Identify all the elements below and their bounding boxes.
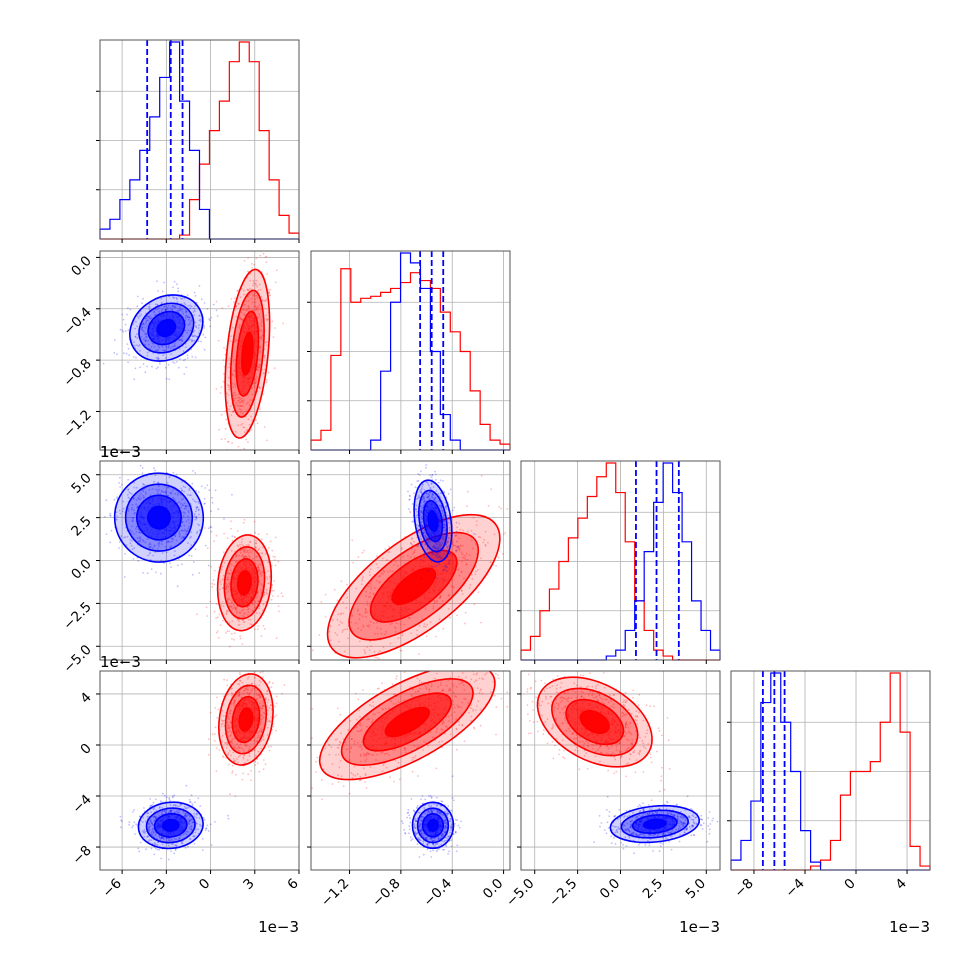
x-tick-label: −2.5 xyxy=(546,876,580,910)
histogram-panel xyxy=(727,671,931,871)
y-tick-label: 0.0 xyxy=(68,253,95,280)
panel-frame xyxy=(310,670,511,871)
y-tick-label: −2.5 xyxy=(60,599,94,633)
scatter-panel xyxy=(100,671,299,870)
scatter-panel xyxy=(521,671,720,870)
x-tick-label: 0 xyxy=(841,876,858,893)
histogram-panel xyxy=(96,40,300,240)
x-tick-label: −6 xyxy=(100,876,125,901)
scatter-panel xyxy=(311,461,510,660)
x-tick-label: −0.8 xyxy=(369,876,403,910)
x-tick-label: −8 xyxy=(731,876,756,901)
x-tick-label: −4 xyxy=(782,876,807,901)
y-multiplier-label: 1e−3 xyxy=(100,653,141,671)
panel-frame xyxy=(99,39,300,240)
x-tick-label: 0 xyxy=(196,876,213,893)
red-density-contour xyxy=(391,567,437,605)
scatter-panel xyxy=(311,671,510,870)
panel-frame xyxy=(99,670,300,871)
blue-density-contour xyxy=(161,818,180,832)
red-density-contour xyxy=(241,331,254,376)
y-tick-label: −5.0 xyxy=(60,642,94,676)
blue-density-contour xyxy=(147,505,171,530)
histogram-red xyxy=(310,268,511,450)
x-tick-label: 0.0 xyxy=(597,876,624,903)
histogram-panel xyxy=(517,461,721,661)
y-tick-label: −0.4 xyxy=(60,304,94,338)
blue-density-contour xyxy=(427,818,439,832)
x-tick-label: 6 xyxy=(284,876,301,893)
x-tick-label: −3 xyxy=(144,876,169,901)
blue-density-contour xyxy=(427,510,439,533)
x-tick-label: 3 xyxy=(240,876,257,893)
x-tick-label: 5.0 xyxy=(683,876,710,903)
scatter-panel xyxy=(100,251,299,450)
y-tick-label: 5.0 xyxy=(68,470,95,497)
blue-density-contour xyxy=(642,818,667,830)
y-tick-label: 4 xyxy=(77,689,94,706)
histogram-panel xyxy=(307,251,511,451)
x-tick-label: 4 xyxy=(892,876,909,893)
panel-frame xyxy=(99,250,300,451)
panel-frame xyxy=(310,250,511,451)
red-density-contour xyxy=(236,570,252,596)
blue-density-contour xyxy=(156,318,177,338)
x-multiplier-label: 1e−3 xyxy=(889,918,930,936)
panel-frame xyxy=(730,670,931,871)
x-tick-label: 2.5 xyxy=(640,876,667,903)
x-multiplier-label: 1e−3 xyxy=(258,918,299,936)
red-density-contour xyxy=(384,706,431,738)
y-tick-label: 0.0 xyxy=(68,556,95,583)
y-multiplier-label: 1e−3 xyxy=(100,443,141,461)
y-tick-label: 0 xyxy=(77,741,94,758)
red-density-contour xyxy=(238,707,254,732)
y-tick-label: 2.5 xyxy=(68,513,95,540)
y-multiplier-label: 1e−3 xyxy=(100,443,141,461)
histogram-red xyxy=(520,462,720,661)
x-tick-label: −5.0 xyxy=(503,876,537,910)
x-tick-label: −0.4 xyxy=(421,876,455,910)
y-tick-label: −8 xyxy=(69,843,94,868)
red-density-contour xyxy=(579,710,610,735)
x-tick-label: −1.2 xyxy=(318,876,352,910)
y-tick-label: −4 xyxy=(69,792,94,817)
y-tick-label: −0.8 xyxy=(60,356,94,390)
x-multiplier-label: 1e−3 xyxy=(679,918,720,936)
scatter-panel xyxy=(100,461,299,660)
y-tick-label: −1.2 xyxy=(60,407,94,441)
